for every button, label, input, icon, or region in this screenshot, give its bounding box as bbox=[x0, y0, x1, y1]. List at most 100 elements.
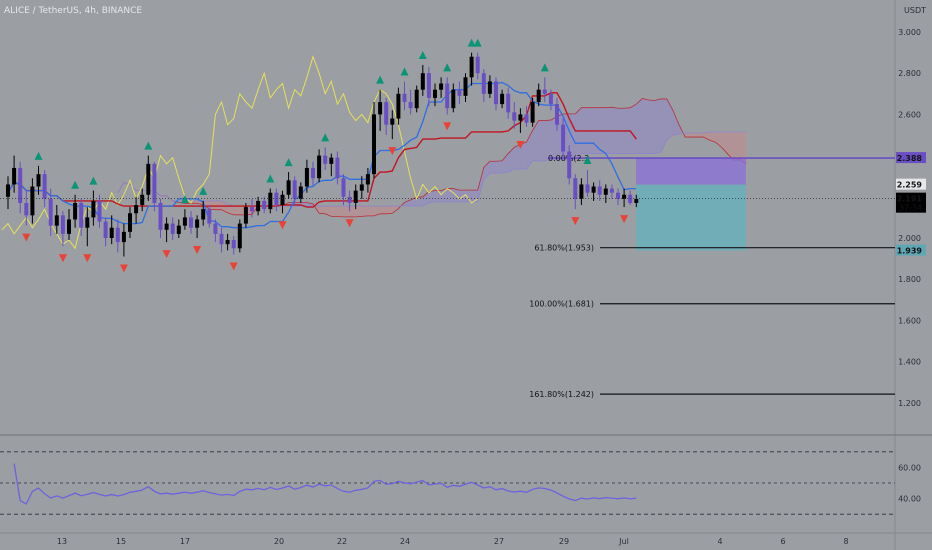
candle-body[interactable] bbox=[30, 186, 35, 216]
candle-body[interactable] bbox=[408, 102, 413, 109]
candle-body[interactable] bbox=[12, 167, 17, 185]
candle-body[interactable] bbox=[225, 240, 230, 245]
candle-body[interactable] bbox=[292, 180, 297, 199]
candle-body[interactable] bbox=[512, 112, 517, 121]
candle-body[interactable] bbox=[372, 114, 376, 175]
candle-body[interactable] bbox=[542, 89, 547, 94]
candle-body[interactable] bbox=[158, 202, 163, 230]
candle-body[interactable] bbox=[286, 180, 291, 195]
candle-body[interactable] bbox=[152, 163, 157, 203]
candle-body[interactable] bbox=[231, 240, 236, 249]
candle-body[interactable] bbox=[36, 174, 41, 187]
candle-body[interactable] bbox=[18, 167, 23, 203]
candle-body[interactable] bbox=[128, 213, 132, 232]
candle-body[interactable] bbox=[469, 56, 474, 78]
candle-body[interactable] bbox=[530, 102, 535, 123]
candle-body[interactable] bbox=[573, 178, 578, 199]
candle-body[interactable] bbox=[115, 227, 120, 243]
candle-body[interactable] bbox=[481, 73, 486, 94]
candle-body[interactable] bbox=[103, 221, 108, 238]
take-profit-zone[interactable] bbox=[636, 184, 746, 251]
candle-body[interactable] bbox=[500, 93, 505, 105]
candle-body[interactable] bbox=[60, 215, 65, 234]
candle-body[interactable] bbox=[622, 194, 627, 199]
candle-body[interactable] bbox=[536, 89, 541, 103]
rsi-pane[interactable]: 60.00 40.00 bbox=[0, 451, 921, 515]
candle-body[interactable] bbox=[463, 77, 468, 96]
candle-body[interactable] bbox=[262, 200, 267, 210]
candle-body[interactable] bbox=[134, 205, 139, 214]
candlestick-series[interactable] bbox=[6, 52, 639, 257]
candle-body[interactable] bbox=[85, 217, 90, 228]
candle-body[interactable] bbox=[146, 163, 151, 195]
candle-body[interactable] bbox=[219, 233, 224, 245]
candle-body[interactable] bbox=[24, 202, 29, 216]
candle-body[interactable] bbox=[140, 194, 145, 206]
candle-body[interactable] bbox=[585, 184, 590, 193]
candle-body[interactable] bbox=[359, 184, 364, 191]
candle-body[interactable] bbox=[402, 93, 407, 103]
candle-body[interactable] bbox=[213, 223, 218, 234]
candle-body[interactable] bbox=[475, 56, 480, 74]
candle-body[interactable] bbox=[597, 186, 602, 195]
candle-body[interactable] bbox=[506, 93, 511, 113]
candle-body[interactable] bbox=[176, 225, 181, 234]
candle-body[interactable] bbox=[609, 188, 614, 193]
candle-body[interactable] bbox=[414, 89, 419, 109]
candle-body[interactable] bbox=[268, 192, 273, 210]
candle-body[interactable] bbox=[67, 219, 71, 234]
candle-body[interactable] bbox=[487, 81, 492, 94]
candle-body[interactable] bbox=[603, 188, 608, 195]
candle-body[interactable] bbox=[311, 167, 315, 179]
candle-body[interactable] bbox=[6, 184, 10, 197]
candle-body[interactable] bbox=[457, 89, 462, 96]
candle-body[interactable] bbox=[91, 200, 96, 218]
candle-body[interactable] bbox=[335, 157, 340, 179]
candle-body[interactable] bbox=[518, 114, 523, 121]
candle-body[interactable] bbox=[329, 157, 334, 164]
candle-body[interactable] bbox=[445, 83, 450, 109]
candle-body[interactable] bbox=[256, 200, 261, 212]
candle-body[interactable] bbox=[365, 174, 370, 185]
candle-body[interactable] bbox=[433, 89, 437, 98]
candle-body[interactable] bbox=[616, 192, 620, 199]
candle-body[interactable] bbox=[634, 198, 639, 203]
candle-body[interactable] bbox=[79, 202, 84, 228]
candle-body[interactable] bbox=[548, 93, 553, 105]
stop-loss-zone[interactable] bbox=[636, 158, 746, 185]
candle-body[interactable] bbox=[121, 231, 126, 243]
candle-body[interactable] bbox=[164, 223, 169, 230]
candle-body[interactable] bbox=[109, 227, 114, 238]
candle-body[interactable] bbox=[323, 155, 328, 164]
candle-body[interactable] bbox=[201, 209, 206, 220]
candle-body[interactable] bbox=[73, 202, 78, 220]
candle-body[interactable] bbox=[347, 196, 352, 203]
candle-body[interactable] bbox=[304, 167, 309, 187]
candle-body[interactable] bbox=[317, 155, 322, 179]
candle-body[interactable] bbox=[561, 124, 566, 152]
candle-body[interactable] bbox=[579, 184, 584, 199]
candle-body[interactable] bbox=[298, 186, 303, 199]
candle-body[interactable] bbox=[341, 178, 346, 197]
candle-body[interactable] bbox=[353, 190, 358, 203]
candle-body[interactable] bbox=[396, 93, 401, 119]
candle-body[interactable] bbox=[555, 104, 559, 125]
candle-body[interactable] bbox=[420, 73, 425, 90]
candle-body[interactable] bbox=[48, 198, 53, 226]
candle-body[interactable] bbox=[591, 186, 596, 193]
candle-body[interactable] bbox=[189, 217, 193, 228]
candle-body[interactable] bbox=[97, 200, 102, 222]
candle-body[interactable] bbox=[54, 215, 59, 226]
rsi-line[interactable] bbox=[13, 463, 637, 505]
candle-body[interactable] bbox=[384, 102, 389, 125]
candle-body[interactable] bbox=[378, 102, 383, 115]
candle-body[interactable] bbox=[243, 207, 248, 224]
candle-body[interactable] bbox=[426, 73, 431, 98]
candle-body[interactable] bbox=[567, 151, 572, 179]
candle-body[interactable] bbox=[42, 174, 47, 199]
candle-body[interactable] bbox=[182, 217, 187, 226]
candle-body[interactable] bbox=[451, 89, 456, 109]
candle-body[interactable] bbox=[280, 194, 285, 206]
candle-body[interactable] bbox=[237, 223, 242, 249]
